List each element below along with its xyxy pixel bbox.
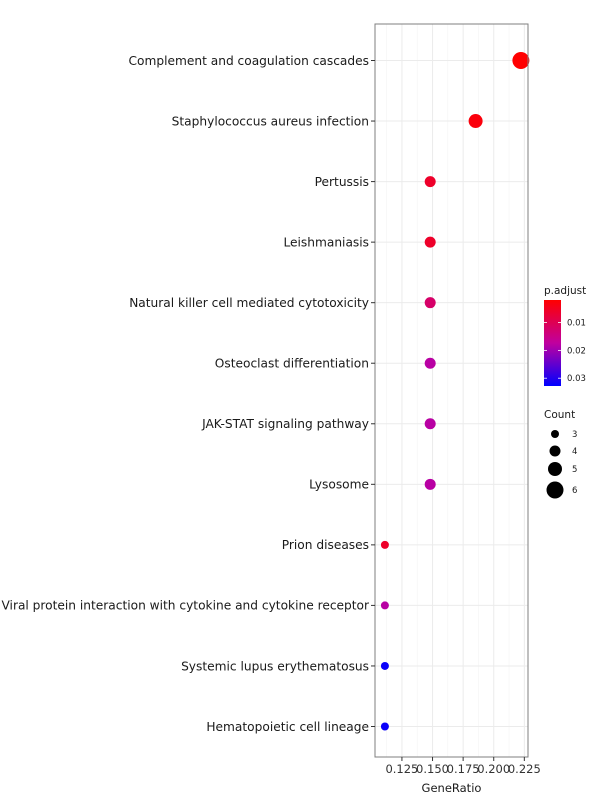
y-tick-label: Systemic lupus erythematosus: [181, 659, 369, 673]
color-legend-tick-label: 0.02: [567, 346, 586, 356]
x-axis-title: GeneRatio: [422, 781, 482, 795]
size-legend-circle: [551, 430, 559, 438]
data-point: [424, 357, 436, 369]
data-point: [424, 297, 436, 309]
size-legend-items: 3 4 5 6: [546, 430, 577, 499]
plot-panel: [375, 24, 528, 757]
data-points: [380, 52, 530, 731]
x-tick-label: 0.125: [385, 762, 418, 776]
color-legend-bar: [544, 300, 561, 386]
data-point: [380, 722, 389, 731]
y-tick-label: JAK-STAT signaling pathway: [201, 417, 369, 431]
size-legend-circle: [549, 445, 561, 457]
y-tick-label: Natural killer cell mediated cytotoxicit…: [129, 296, 369, 310]
size-legend-label: 3: [572, 430, 577, 440]
color-legend-tick-label: 0.03: [567, 374, 586, 384]
data-point: [512, 52, 530, 69]
y-tick-label: Complement and coagulation cascades: [129, 54, 369, 68]
y-tick-label: Leishmaniasis: [283, 235, 369, 249]
size-legend-label: 6: [572, 486, 577, 496]
y-tick-label: Prion diseases: [282, 538, 369, 552]
size-legend-label: 5: [572, 465, 577, 475]
data-point: [380, 601, 389, 610]
y-tick-label: Staphylococcus aureus infection: [172, 114, 369, 128]
data-point: [424, 236, 436, 248]
panel-border: [374, 23, 529, 758]
grid-lines: [375, 24, 528, 757]
x-tick-label: 0.200: [477, 762, 510, 776]
y-tick-label: Lysosome: [309, 478, 369, 492]
data-point: [380, 661, 389, 670]
y-tick-label: Hematopoietic cell lineage: [206, 720, 369, 734]
data-point: [424, 418, 436, 430]
color-legend: p.adjust 0.01 0.02 0.03: [544, 285, 586, 386]
size-legend-title: Count: [544, 409, 575, 421]
y-tick-label: Osteoclast differentiation: [215, 357, 369, 371]
data-point: [424, 176, 436, 188]
y-tick-label: Pertussis: [315, 175, 369, 189]
size-legend-circle: [548, 462, 562, 476]
color-legend-title: p.adjust: [544, 285, 586, 297]
size-legend: Count 3 4 5 6: [544, 409, 577, 499]
data-point: [380, 540, 389, 549]
data-point: [468, 114, 483, 129]
data-point: [424, 478, 436, 490]
x-tick-label: 0.225: [508, 762, 541, 776]
color-legend-tick-label: 0.01: [567, 319, 586, 329]
x-tick-label: 0.175: [447, 762, 480, 776]
y-axis: Complement and coagulation cascades Staph…: [1, 54, 375, 734]
size-legend-circle: [546, 481, 564, 499]
color-legend-ticks: 0.01 0.02 0.03: [544, 319, 586, 384]
x-tick-label: 0.150: [416, 762, 449, 776]
size-legend-label: 4: [572, 447, 577, 457]
y-tick-label: Viral protein interaction with cytokine …: [1, 599, 369, 613]
